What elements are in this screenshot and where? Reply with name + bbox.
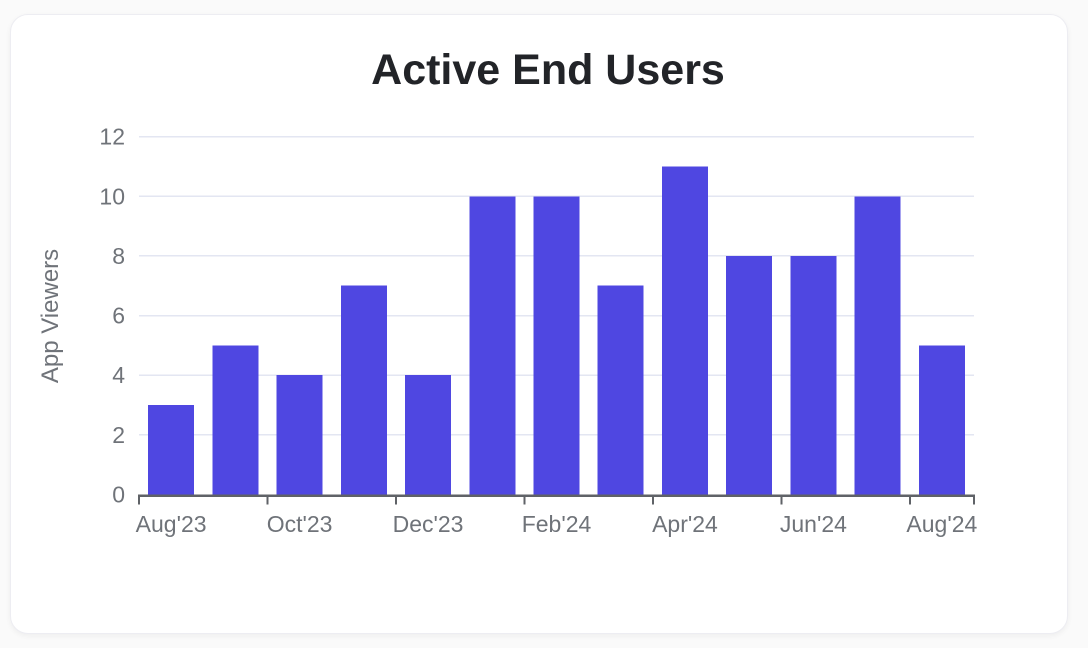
y-tick-label: 2	[112, 422, 125, 448]
y-tick-label: 12	[99, 124, 125, 150]
bar[interactable]	[148, 405, 195, 495]
x-tick-label: Feb'24	[522, 511, 592, 537]
bar[interactable]	[918, 345, 965, 495]
x-tick-label: Jun'24	[780, 511, 847, 537]
y-tick-label: 8	[112, 243, 125, 269]
y-tick-label: 4	[112, 362, 125, 388]
x-tick-labels: Aug'23 Oct'23 Dec'23 Feb'24 Apr'24 Jun'24 Aug'…	[136, 511, 978, 537]
bar[interactable]	[212, 345, 259, 495]
y-tick-label: 10	[99, 183, 125, 209]
bar[interactable]	[276, 375, 323, 495]
bars	[148, 166, 965, 495]
x-tick-label: Aug'24	[906, 511, 977, 537]
bar[interactable]	[405, 375, 452, 495]
x-axis	[138, 494, 975, 505]
y-axis-label: App Viewers	[37, 249, 64, 383]
bar[interactable]	[726, 255, 773, 495]
bar[interactable]	[597, 285, 644, 495]
y-tick-label: 6	[112, 303, 125, 329]
y-tick-labels: 0 2 4 6 8 10 12	[99, 124, 125, 508]
bar[interactable]	[790, 255, 837, 495]
y-tick-label: 0	[112, 482, 125, 508]
x-tick-label: Oct'23	[267, 511, 333, 537]
bar[interactable]	[469, 196, 516, 495]
x-tick-label: Aug'23	[136, 511, 207, 537]
bar[interactable]	[340, 285, 387, 495]
bar[interactable]	[533, 196, 580, 495]
chart-title: Active End Users	[371, 46, 725, 94]
bar[interactable]	[661, 166, 708, 495]
x-tick-label: Apr'24	[652, 511, 718, 537]
bar[interactable]	[854, 196, 901, 495]
x-tick-label: Dec'23	[393, 511, 464, 537]
